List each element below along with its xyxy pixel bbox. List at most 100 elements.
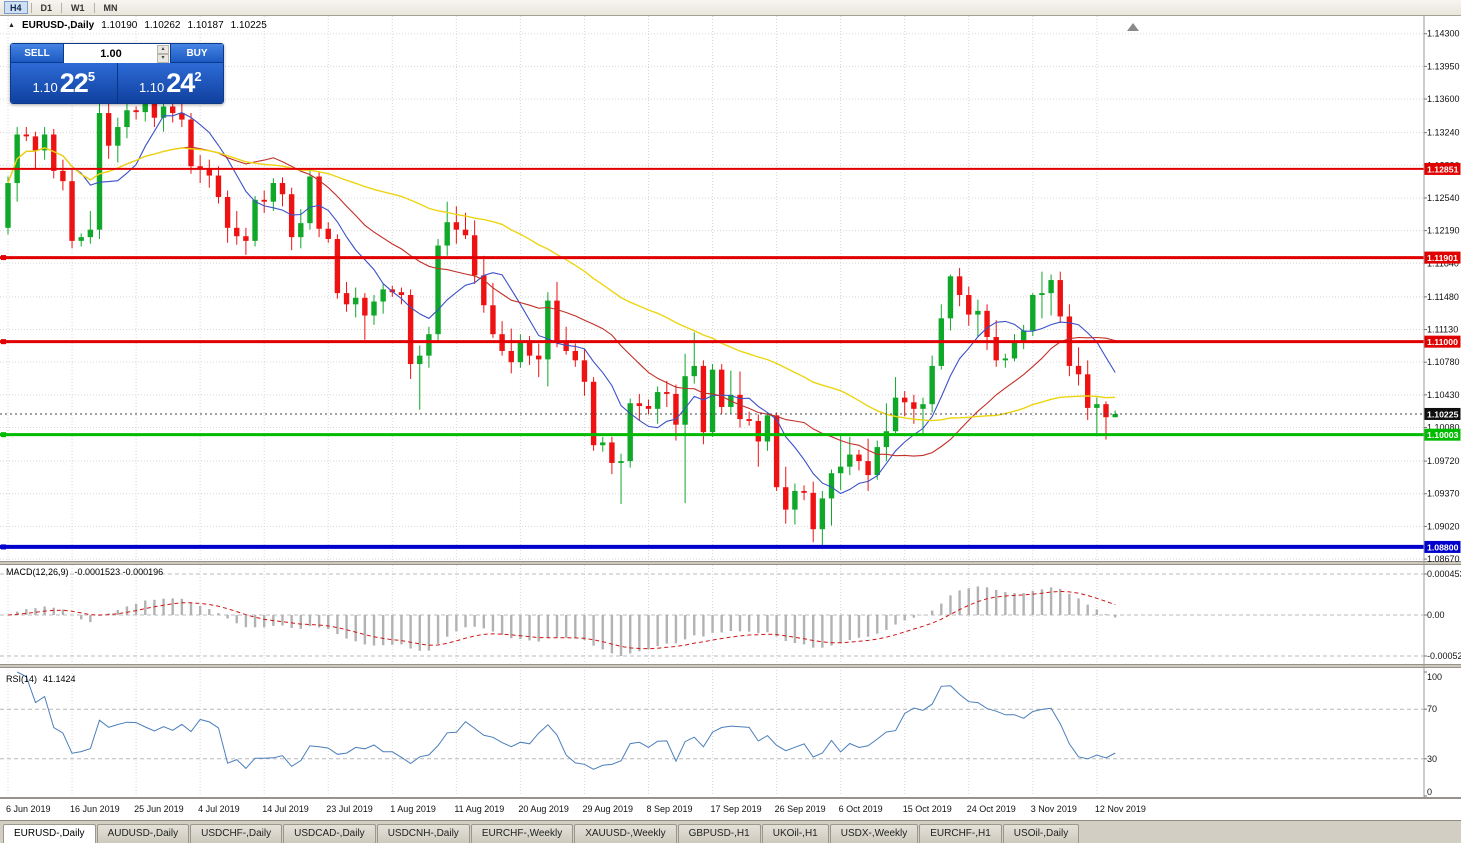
chart-tab-xauusd-weekly[interactable]: XAUUSD-,Weekly xyxy=(574,824,677,843)
volume-field: ▴ ▾ xyxy=(64,44,170,63)
chart-tab-eurchf-weekly[interactable]: EURCHF-,Weekly xyxy=(470,824,574,843)
buy-price-base: 1.10 xyxy=(138,80,165,95)
timeframe-w1-button[interactable]: W1 xyxy=(65,1,91,14)
svg-text:20 Aug 2019: 20 Aug 2019 xyxy=(518,804,569,814)
chart-symbol-title: EURUSD-,Daily xyxy=(21,20,95,31)
timeframe-d1-button[interactable]: D1 xyxy=(35,1,59,14)
svg-text:1.10080: 1.10080 xyxy=(1427,422,1460,432)
macd-signal-line xyxy=(7,590,1116,650)
rsi-indicator-label: RSI(14) 41.1424 xyxy=(6,674,76,684)
time-scale-labels: 6 Jun 2019 16 Jun 2019 25 Jun 2019 4 Jul 20… xyxy=(6,804,1146,814)
sell-price-pips: 22 xyxy=(59,67,89,98)
svg-text:1.11130: 1.11130 xyxy=(1427,325,1458,335)
ohlc-low: 1.10187 xyxy=(187,20,224,31)
one-click-trading-panel: SELL ▴ ▾ BUY 1.10 22 5 1.10 24 2 xyxy=(10,43,224,104)
horizontal-line-1.08800[interactable] xyxy=(0,544,1424,550)
svg-text:70: 70 xyxy=(1427,704,1437,714)
rsi-scale: 100 70 30 0 xyxy=(0,671,1442,797)
svg-text:1.12540: 1.12540 xyxy=(1427,193,1460,203)
buy-price-point: 2 xyxy=(194,69,202,84)
sell-price-base: 1.10 xyxy=(32,80,58,95)
svg-text:29 Aug 2019: 29 Aug 2019 xyxy=(582,804,633,814)
chart-tab-usoil-daily[interactable]: USOil-,Daily xyxy=(1002,824,1080,843)
toolbar-separator xyxy=(61,2,63,13)
chart-tab-eurusd-daily[interactable]: EURUSD-,Daily xyxy=(3,824,96,843)
svg-text:15 Oct 2019: 15 Oct 2019 xyxy=(903,804,952,814)
svg-text:1.11901: 1.11901 xyxy=(1427,253,1458,263)
svg-text:1.12190: 1.12190 xyxy=(1427,226,1460,236)
svg-text:24 Oct 2019: 24 Oct 2019 xyxy=(967,804,1016,814)
macd-scale: 0.0004536 0.00 -0.0005205 xyxy=(0,569,1461,661)
toolbar-separator xyxy=(30,2,32,13)
svg-text:1.09370: 1.09370 xyxy=(1427,489,1460,499)
svg-text:4 Jul 2019: 4 Jul 2019 xyxy=(198,804,240,814)
toolbar-separator xyxy=(93,2,95,13)
chart-tab-usdcnh-daily[interactable]: USDCNH-,Daily xyxy=(376,824,470,843)
svg-text:0.00: 0.00 xyxy=(1427,610,1445,620)
chart-tab-audusd-daily[interactable]: AUDUSD-,Daily xyxy=(96,824,190,843)
price-scale-axis[interactable] xyxy=(1424,16,1461,560)
chart-tab-gbpusd-h1[interactable]: GBPUSD-,H1 xyxy=(677,824,761,843)
chart-tab-usdx-weekly[interactable]: USDX-,Weekly xyxy=(829,824,919,843)
chart-shift-marker-icon xyxy=(1127,23,1139,31)
one-click-collapse-icon[interactable]: ▲ xyxy=(8,22,15,29)
svg-text:23 Jul 2019: 23 Jul 2019 xyxy=(326,804,373,814)
ohlc-open: 1.10190 xyxy=(101,20,138,31)
ma-line-8 xyxy=(7,112,1116,495)
svg-text:6 Jun 2019: 6 Jun 2019 xyxy=(6,804,51,814)
chart-tab-eurchf-h1[interactable]: EURCHF-,H1 xyxy=(919,824,1002,843)
price-tag-1.11000: 1.11000 xyxy=(1424,335,1461,348)
svg-text:1.11000: 1.11000 xyxy=(1427,337,1458,347)
timeframe-toolbar: H4 D1 W1 MN xyxy=(0,0,1461,16)
ohlc-high: 1.10262 xyxy=(144,20,181,31)
price-tag-1.12851: 1.12851 xyxy=(1424,162,1461,175)
buy-button[interactable]: BUY xyxy=(170,44,223,62)
svg-text:1.13240: 1.13240 xyxy=(1427,128,1460,138)
svg-text:1.14300: 1.14300 xyxy=(1427,29,1460,39)
svg-text:30: 30 xyxy=(1427,754,1437,764)
pane-separator[interactable] xyxy=(0,561,1461,565)
buy-price-pips: 24 xyxy=(166,67,195,98)
sell-price-point: 5 xyxy=(87,69,96,84)
timeframe-mn-button[interactable]: MN xyxy=(98,1,124,14)
volume-input[interactable] xyxy=(64,45,170,63)
candlesticks xyxy=(5,85,1118,548)
chart-tab-usdchf-daily[interactable]: USDCHF-,Daily xyxy=(190,824,283,843)
time-scale-axis[interactable] xyxy=(0,800,1424,818)
chart-tab-bar: EURUSD-,Daily AUDUSD-,Daily USDCHF-,Daily U… xyxy=(0,820,1461,843)
volume-up-button[interactable]: ▴ xyxy=(157,45,169,54)
sell-button[interactable]: SELL xyxy=(11,44,64,62)
svg-text:17 Sep 2019: 17 Sep 2019 xyxy=(711,804,762,814)
svg-text:1.13950: 1.13950 xyxy=(1427,61,1460,71)
svg-text:3 Nov 2019: 3 Nov 2019 xyxy=(1031,804,1077,814)
timeframe-h4-button[interactable]: H4 xyxy=(4,1,28,14)
svg-text:-0.0005205: -0.0005205 xyxy=(1427,651,1461,661)
svg-text:1.09020: 1.09020 xyxy=(1427,521,1460,531)
chart-header: ▲ EURUSD-,Daily 1.10190 1.10262 1.10187 … xyxy=(8,20,267,31)
volume-down-button[interactable]: ▾ xyxy=(157,54,169,63)
svg-text:26 Sep 2019: 26 Sep 2019 xyxy=(775,804,826,814)
svg-text:16 Jun 2019: 16 Jun 2019 xyxy=(70,804,120,814)
macd-indicator-label: MACD(12,26,9) -0.0001523 -0.000196 xyxy=(6,567,163,577)
horizontal-line-1.10003[interactable] xyxy=(0,432,1424,438)
price-tag-1.11901: 1.11901 xyxy=(1424,251,1461,264)
macd-name: MACD(12,26,9) xyxy=(6,567,69,577)
svg-text:1.08670: 1.08670 xyxy=(1427,554,1460,564)
svg-text:14 Jul 2019: 14 Jul 2019 xyxy=(262,804,309,814)
svg-text:1.13600: 1.13600 xyxy=(1427,94,1460,104)
price-tag-1.10003: 1.10003 xyxy=(1424,428,1461,441)
ma-line-20 xyxy=(7,146,1116,457)
svg-text:1.12851: 1.12851 xyxy=(1427,164,1459,174)
svg-text:1.10225: 1.10225 xyxy=(1427,409,1459,419)
horizontal-line-1.11000[interactable] xyxy=(0,339,1424,345)
svg-text:0.0004536: 0.0004536 xyxy=(1427,569,1461,579)
horizontal-line-1.11901[interactable] xyxy=(0,255,1424,261)
ohlc-close: 1.10225 xyxy=(230,20,267,31)
buy-price-button[interactable]: 1.10 24 2 xyxy=(118,63,224,103)
chart-tab-ukoil-h1[interactable]: UKOil-,H1 xyxy=(761,824,829,843)
chart-tab-usdcad-daily[interactable]: USDCAD-,Daily xyxy=(283,824,376,843)
pane-separator[interactable] xyxy=(0,664,1461,668)
svg-text:8 Sep 2019: 8 Sep 2019 xyxy=(647,804,693,814)
rsi-value: 41.1424 xyxy=(43,674,76,684)
sell-price-button[interactable]: 1.10 22 5 xyxy=(11,63,118,103)
